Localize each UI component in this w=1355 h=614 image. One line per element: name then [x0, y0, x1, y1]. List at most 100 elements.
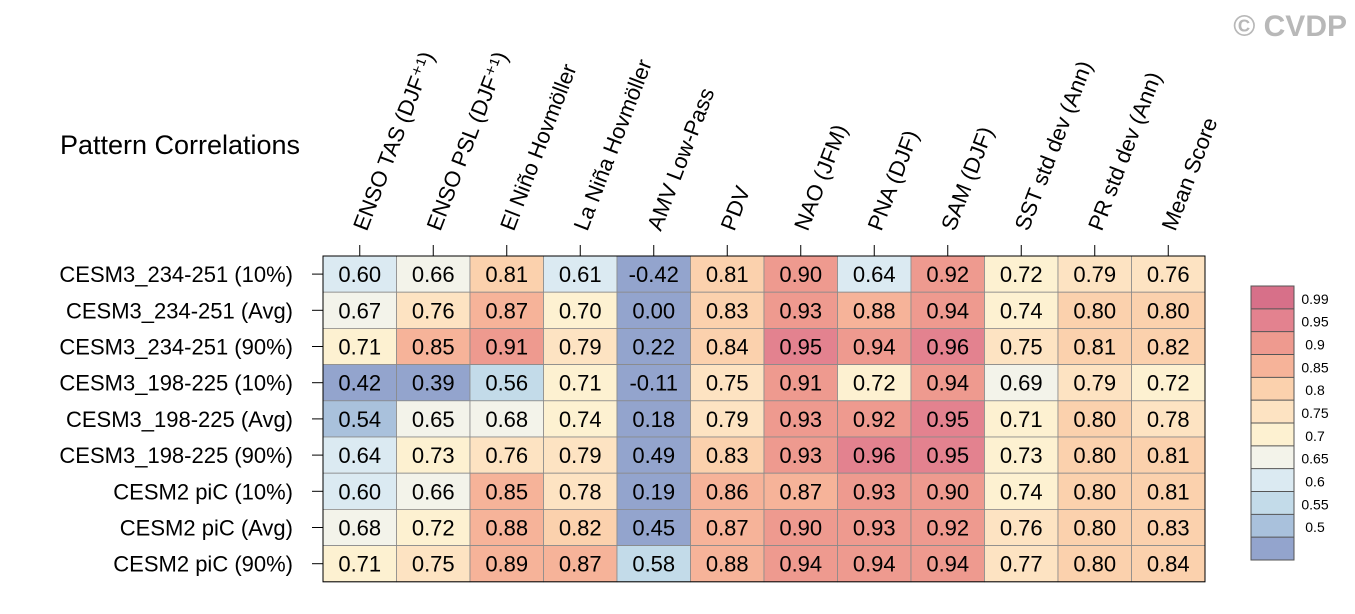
- cell-value-label: 0.18: [632, 407, 675, 432]
- heatmap-cell: [322, 472, 397, 510]
- cell-value-label: 0.80: [1073, 407, 1116, 432]
- heatmap-cell: [1057, 508, 1132, 546]
- cell-value-label: 0.94: [926, 298, 969, 323]
- cell-value-label: 0.49: [632, 443, 675, 468]
- cell-value-label: 0.54: [338, 407, 381, 432]
- row-label: CESM3_198-225 (10%): [59, 371, 293, 396]
- cell-value-label: 0.84: [706, 335, 749, 360]
- cell-value-label: 0.72: [1147, 371, 1190, 396]
- cell-value-label: 0.80: [1147, 298, 1190, 323]
- cell-value-label: 0.78: [559, 479, 602, 504]
- row-label: CESM3_234-251 (Avg): [66, 298, 293, 323]
- heatmap-cell: [984, 508, 1059, 546]
- heatmap-cell: [690, 436, 765, 474]
- heatmap-cell: [543, 291, 618, 329]
- heatmap-cell: [984, 255, 1059, 293]
- cell-value-label: 0.71: [338, 552, 381, 577]
- cell-value-label: 0.79: [559, 443, 602, 468]
- heatmap-cell: [396, 472, 471, 510]
- cell-value-label: 0.72: [412, 516, 455, 541]
- heatmap-cell: [616, 508, 691, 546]
- heatmap-cell: [763, 545, 838, 583]
- cell-value-label: 0.79: [706, 407, 749, 432]
- heatmap-cell: [763, 436, 838, 474]
- cell-value-label: 0.80: [1073, 516, 1116, 541]
- colorbar-label: 0.5: [1305, 519, 1325, 535]
- cell-value-label: 0.19: [632, 479, 675, 504]
- cell-value-label: 0.64: [338, 443, 381, 468]
- cell-value-label: 0.75: [412, 552, 455, 577]
- heatmap-cell: [910, 545, 985, 583]
- column-label: SAM (DJF): [936, 123, 998, 234]
- cell-value-label: 0.81: [1147, 479, 1190, 504]
- cell-value-label: 0.84: [1147, 552, 1190, 577]
- cell-value-label: 0.76: [1000, 516, 1043, 541]
- column-label: ENSO TAS (DJF⁺¹): [348, 48, 439, 234]
- cell-value-label: 0.94: [853, 552, 896, 577]
- cell-value-label: 0.76: [412, 298, 455, 323]
- heatmap-cell: [690, 255, 765, 293]
- colorbar-swatch: [1251, 400, 1294, 423]
- heatmap-cell: [837, 291, 912, 329]
- cell-value-label: 0.93: [779, 407, 822, 432]
- cell-value-label: 0.76: [485, 443, 528, 468]
- heatmap-cell: [469, 327, 544, 365]
- colorbar-swatch: [1251, 468, 1294, 492]
- colorbar-swatch: [1251, 377, 1294, 401]
- colorbar-label: 0.65: [1301, 451, 1328, 467]
- cell-value-label: 0.58: [632, 552, 675, 577]
- cell-value-label: 0.95: [926, 443, 969, 468]
- chart-title: Pattern Correlations: [60, 130, 300, 160]
- column-label: Mean Score: [1157, 114, 1223, 234]
- watermark-text: © CVDP: [1233, 10, 1347, 43]
- colorbar-label: 0.9: [1305, 337, 1325, 353]
- cell-value-label: 0.85: [485, 479, 528, 504]
- heatmap-cell: [837, 436, 912, 474]
- cell-value-label: 0.82: [1147, 335, 1190, 360]
- cell-value-label: 0.88: [485, 516, 528, 541]
- heatmap-cell: [543, 472, 618, 510]
- heatmap-cell: [322, 327, 397, 365]
- row-label: CESM2 piC (90%): [113, 552, 293, 577]
- cell-value-label: 0.60: [338, 262, 381, 287]
- cell-value-label: 0.94: [779, 552, 822, 577]
- cell-value-label: 0.67: [338, 298, 381, 323]
- cell-value-label: 0.92: [926, 262, 969, 287]
- heatmap-cell: [837, 545, 912, 583]
- cell-value-label: 0.80: [1073, 552, 1116, 577]
- cell-value-label: 0.80: [1073, 479, 1116, 504]
- heatmap-cell: [1131, 472, 1206, 510]
- heatmap-cell: [1131, 327, 1206, 365]
- cell-value-label: 0.73: [412, 443, 455, 468]
- heatmap-cell: [984, 472, 1059, 510]
- colorbar-label: 0.99: [1301, 291, 1328, 307]
- cell-value-label: 0.92: [853, 407, 896, 432]
- heatmap-cell: [690, 472, 765, 510]
- row-label: CESM2 piC (Avg): [120, 516, 293, 541]
- cell-value-label: 0.66: [412, 262, 455, 287]
- colorbar-swatch: [1251, 514, 1294, 538]
- cell-value-label: 0.80: [1073, 298, 1116, 323]
- heatmap-cell: [690, 291, 765, 329]
- heatmap-cell: [690, 400, 765, 438]
- colorbar-swatch: [1251, 423, 1294, 446]
- cell-value-label: 0.42: [338, 371, 381, 396]
- heatmap-cell: [1131, 545, 1206, 583]
- cell-value-label: 0.75: [1000, 335, 1043, 360]
- colorbar-swatch: [1251, 354, 1294, 378]
- cell-value-label: 0.22: [632, 335, 675, 360]
- colorbar: 0.99 0.95 0.9 0.85 0.8 0.75 0.7 0.65 0.6 0.55 0.5: [1250, 285, 1329, 561]
- colorbar-frame: [1250, 285, 1295, 561]
- cell-value-label: 0.83: [1147, 516, 1190, 541]
- heatmap-cell: [910, 364, 985, 402]
- cell-value-label: 0.73: [1000, 443, 1043, 468]
- column-label: PNA (DJF): [863, 127, 924, 234]
- cell-value-label: 0.70: [559, 298, 602, 323]
- cell-value-label: 0.66: [412, 479, 455, 504]
- cell-value-label: 0.90: [779, 262, 822, 287]
- heatmap-cell: [322, 255, 397, 293]
- heatmap-cell: [910, 472, 985, 510]
- cell-value-label: 0.77: [1000, 552, 1043, 577]
- cell-value-label: 0.83: [706, 443, 749, 468]
- colorbar-swatch: [1251, 331, 1294, 355]
